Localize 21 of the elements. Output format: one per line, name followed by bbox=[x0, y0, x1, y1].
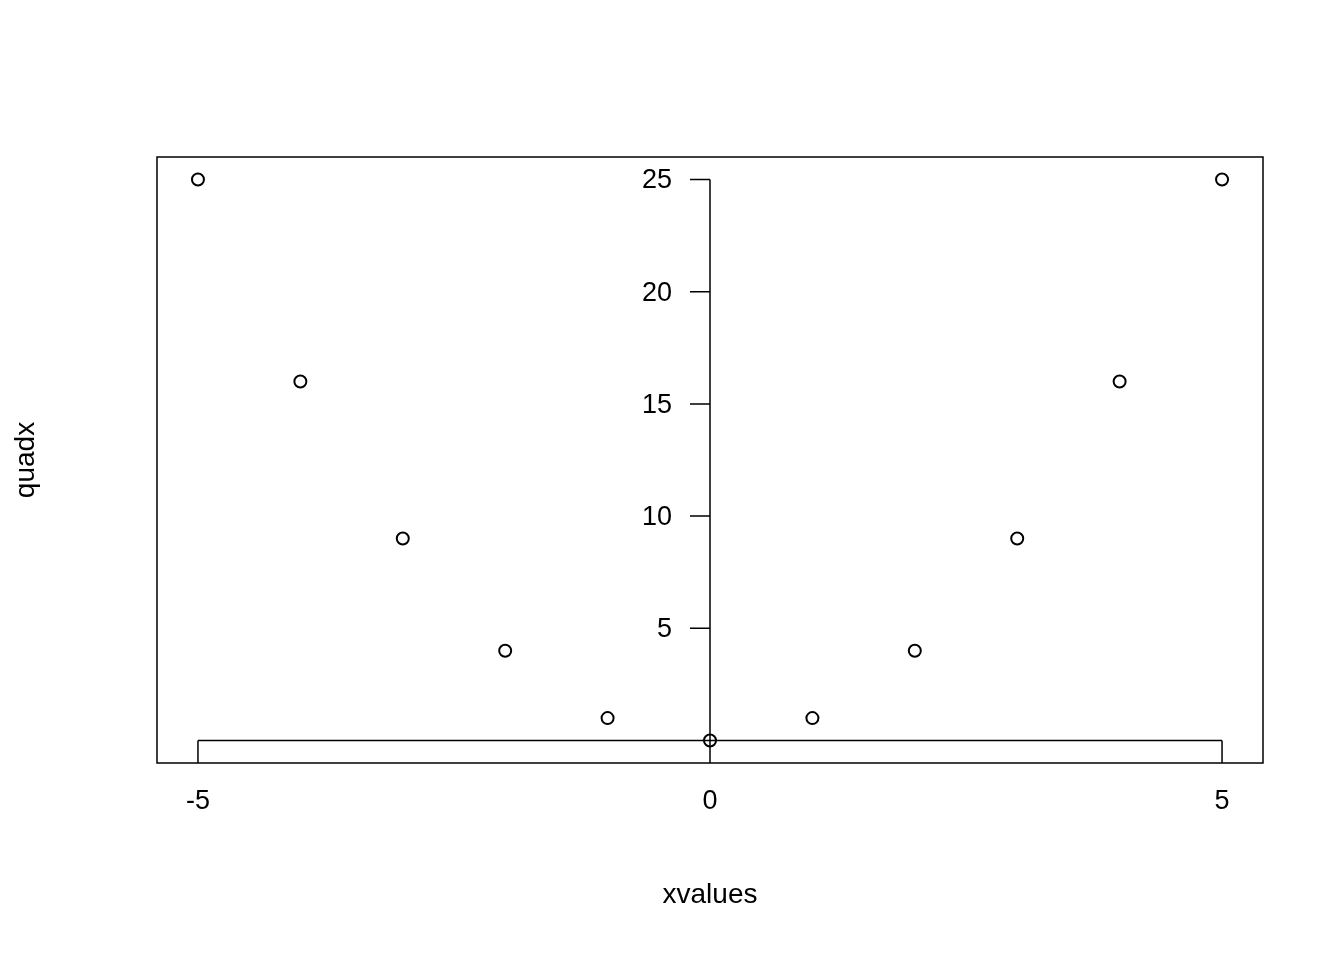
x-tick-label: 5 bbox=[1214, 785, 1230, 815]
y-tick-label: 10 bbox=[641, 501, 672, 532]
point bbox=[600, 711, 615, 726]
point bbox=[293, 374, 308, 389]
point bbox=[1010, 531, 1025, 546]
point bbox=[1215, 172, 1230, 187]
point bbox=[395, 531, 410, 546]
x-tick-label: 0 bbox=[702, 785, 718, 815]
point bbox=[805, 711, 820, 726]
x-axis-title: xvalues bbox=[661, 878, 759, 910]
x-tick-label: -5 bbox=[185, 785, 210, 815]
y-tick-label: 20 bbox=[641, 276, 672, 307]
y-tick-label: 15 bbox=[641, 388, 672, 419]
y-tick-label: 5 bbox=[656, 613, 672, 644]
point bbox=[498, 643, 513, 658]
point bbox=[703, 733, 717, 748]
point bbox=[907, 643, 922, 658]
y-axis-title: quadx bbox=[9, 421, 41, 499]
point bbox=[1112, 374, 1127, 389]
y-tick-label: 25 bbox=[641, 164, 672, 195]
point bbox=[190, 172, 205, 187]
